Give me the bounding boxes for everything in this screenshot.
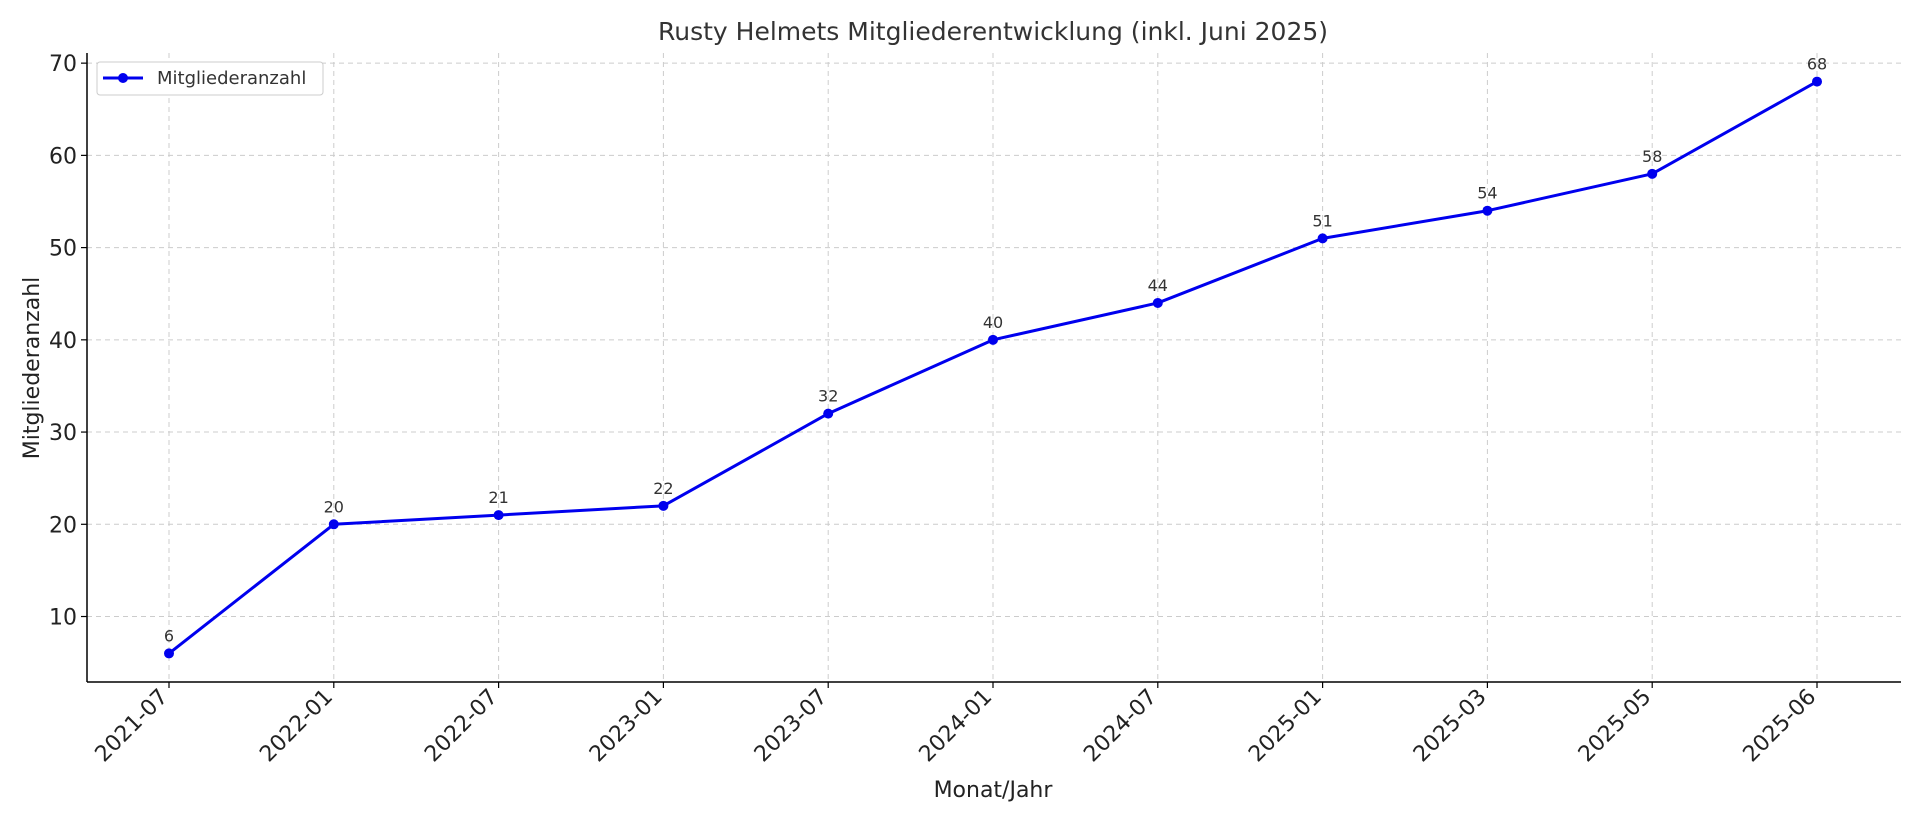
x-axis-label: Monat/Jahr xyxy=(934,778,1054,803)
y-tick-label: 60 xyxy=(49,144,77,169)
data-label: 54 xyxy=(1477,184,1497,203)
y-tick-label: 50 xyxy=(49,237,77,262)
data-label: 51 xyxy=(1312,211,1332,230)
data-label: 22 xyxy=(653,479,673,498)
data-point xyxy=(823,408,834,419)
x-tick-label: 2021-07 xyxy=(91,685,174,768)
legend-dot-marker xyxy=(118,73,128,83)
y-tick-label: 10 xyxy=(49,606,77,631)
data-point xyxy=(1482,205,1493,216)
data-label: 40 xyxy=(983,313,1003,332)
x-tick-label: 2025-05 xyxy=(1574,685,1657,768)
data-label: 20 xyxy=(324,497,344,516)
data-label: 21 xyxy=(488,488,508,507)
data-point xyxy=(493,510,504,521)
legend-series-name: Mitgliederanzahl xyxy=(157,68,306,89)
x-tick-label: 2022-01 xyxy=(255,685,338,768)
axes xyxy=(86,53,1901,683)
data-point xyxy=(658,500,669,511)
y-tick-label: 30 xyxy=(49,421,77,446)
data-point xyxy=(328,519,339,530)
data-point xyxy=(1152,297,1163,308)
data-label: 32 xyxy=(818,387,838,406)
x-tick-label: 2025-03 xyxy=(1409,685,1492,768)
x-tick-label: 2023-07 xyxy=(750,685,833,768)
data-point xyxy=(988,334,998,345)
data-labels: 6 20 21 22 32 40 44 51 54 58 68 xyxy=(164,55,1827,646)
series xyxy=(164,76,1822,659)
data-label: 58 xyxy=(1642,147,1662,166)
x-tick-label: 2024-01 xyxy=(915,685,998,768)
y-tick-label: 20 xyxy=(49,513,77,538)
ticks: 10 20 30 40 50 60 70 2021-07 2022-01 2022-07 2023-… xyxy=(49,52,1821,767)
x-tick-label: 2025-06 xyxy=(1739,685,1822,768)
x-tick-label: 2025-01 xyxy=(1244,685,1327,768)
data-point xyxy=(1647,168,1658,179)
chart-title: Rusty Helmets Mitgliederentwicklung (ink… xyxy=(658,17,1328,46)
legend-box xyxy=(96,61,324,96)
grid-lines xyxy=(87,53,1901,682)
x-tick-label: 2022-07 xyxy=(420,685,503,768)
y-tick-label: 40 xyxy=(49,329,77,354)
x-tick-label: 2023-01 xyxy=(585,685,668,768)
data-point xyxy=(164,648,174,659)
data-point xyxy=(1812,76,1822,87)
y-tick-label: 70 xyxy=(49,52,77,77)
data-label: 68 xyxy=(1807,55,1827,74)
x-tick-label: 2024-07 xyxy=(1079,685,1162,768)
data-label: 44 xyxy=(1148,276,1168,295)
data-label: 6 xyxy=(164,626,174,645)
legend: Mitgliederanzahl xyxy=(96,61,324,96)
data-point xyxy=(1317,233,1328,244)
y-axis-label: Mitgliederanzahl xyxy=(20,277,45,460)
